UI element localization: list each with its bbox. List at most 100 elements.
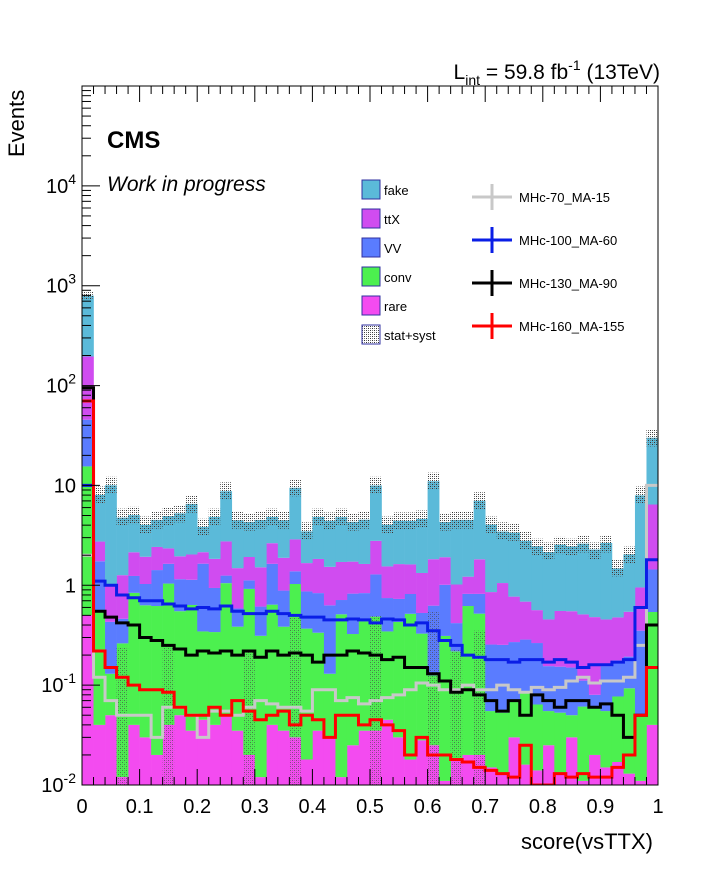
uncertainty-lowstat-7 — [162, 645, 175, 785]
bar-VV-17 — [277, 590, 290, 627]
bar-fake-47 — [623, 554, 636, 612]
bar-fake-16 — [266, 516, 279, 544]
bar-rare-6 — [151, 754, 163, 785]
bar-VV-38 — [519, 639, 532, 692]
uncertainty-bin-29 — [416, 510, 428, 528]
bar-conv-13 — [231, 626, 244, 731]
bar-rare-26 — [381, 719, 394, 785]
bar-ttX-11 — [208, 558, 221, 588]
bar-ttX-45 — [600, 619, 613, 667]
bar-conv-8 — [174, 611, 186, 716]
bar-fake-9 — [185, 503, 198, 555]
legend-label-MHc-160_MA-155: MHc-160_MA-155 — [519, 319, 625, 334]
bar-VV-18 — [289, 571, 302, 585]
bar-ttX-1 — [93, 541, 106, 562]
legend: fake ttX VV conv rare stat+syst MHc-70_MA-15 MH… — [361, 179, 625, 345]
bar-ttX-39 — [531, 610, 544, 644]
bar-conv-1 — [93, 612, 106, 725]
uncertainty-lowstat-18 — [289, 617, 301, 785]
bar-conv-17 — [277, 626, 290, 731]
x-tick-label: 0.7 — [471, 796, 499, 818]
bar-fake-45 — [600, 542, 613, 620]
bar-fake-22 — [335, 517, 348, 562]
bar-VV-23 — [346, 593, 359, 635]
uncertainty-bin-48 — [634, 486, 647, 504]
uncertainty-bin-31 — [439, 513, 451, 531]
bar-VV-16 — [266, 563, 279, 605]
x-tick-label: 0.8 — [529, 796, 557, 818]
bar-conv-42 — [565, 715, 578, 738]
bar-ttX-21 — [323, 566, 336, 606]
bar-conv-23 — [346, 634, 359, 746]
signal-line-MHc-130_MA-90 — [82, 386, 658, 739]
bar-fake-39 — [531, 546, 544, 611]
bar-conv-9 — [185, 604, 198, 731]
bar-VV-24 — [358, 593, 371, 622]
legend-swatch-conv — [361, 266, 381, 287]
bar-ttX-44 — [588, 617, 601, 695]
uncertainty-bin-35 — [485, 516, 497, 534]
bar-fake-36 — [496, 531, 509, 584]
bar-rare-22 — [335, 777, 348, 785]
bar-ttX-3 — [116, 575, 129, 619]
bar-VV-44 — [588, 694, 601, 708]
bar-conv-43 — [577, 706, 590, 781]
bar-rare-17 — [277, 730, 290, 785]
bar-fake-20 — [312, 516, 325, 559]
uncertainty-lowstat-14 — [243, 651, 255, 785]
bar-conv-39 — [531, 704, 544, 771]
bar-fake-27 — [393, 520, 405, 565]
legend-label-MHc-100_MA-60: MHc-100_MA-60 — [519, 233, 617, 248]
bar-VV-35 — [485, 644, 498, 712]
bar-conv-33 — [462, 606, 474, 755]
bar-rare-4 — [128, 724, 140, 785]
bar-VV-33 — [462, 593, 474, 607]
x-tick-label: 0.4 — [298, 796, 326, 818]
uncertainty-bin-13 — [231, 511, 244, 529]
uncertainty-bin-44 — [588, 542, 601, 560]
bar-conv-45 — [600, 711, 613, 768]
bar-rare-2 — [105, 715, 117, 785]
bar-rare-35 — [485, 767, 498, 785]
uncertainty-bin-24 — [358, 511, 370, 529]
bar-rare-41 — [554, 773, 567, 785]
bar-ttX-40 — [542, 619, 555, 667]
x-tick-label: 0.1 — [126, 796, 154, 818]
bar-fake-31 — [439, 521, 451, 558]
bar-conv-47 — [623, 688, 636, 774]
uncertainty-bin-18 — [289, 479, 301, 497]
bar-ttX-35 — [485, 592, 498, 645]
bar-conv-28 — [404, 613, 417, 760]
bar-ttX-27 — [393, 564, 405, 599]
uncertainty-bin-27 — [393, 512, 405, 530]
bar-conv-21 — [323, 673, 336, 738]
uncertainty-bin-45 — [600, 535, 612, 553]
bar-fake-2 — [105, 485, 117, 585]
x-tick-label: 0.6 — [414, 796, 442, 818]
bar-ttX-38 — [519, 601, 532, 640]
bar-rare-42 — [565, 737, 578, 785]
uncertainty-bin-41 — [554, 536, 566, 555]
bar-ttX-42 — [565, 611, 578, 668]
bar-ttX-37 — [508, 596, 521, 643]
uncertainty-bin-33 — [462, 511, 474, 529]
bar-ttX-32 — [450, 584, 463, 624]
bar-VV-22 — [335, 600, 348, 615]
uncertainty-bin-25 — [370, 476, 382, 495]
bar-conv-4 — [128, 592, 140, 725]
bar-conv-35 — [485, 711, 498, 768]
uncertainty-bin-47 — [623, 546, 635, 564]
uncertainty-bin-19 — [300, 522, 313, 540]
bar-fake-43 — [577, 543, 590, 615]
bar-conv-37 — [508, 700, 521, 738]
bar-fake-1 — [93, 494, 106, 542]
bar-fake-32 — [450, 519, 463, 585]
bar-VV-14 — [243, 580, 256, 589]
bar-rare-28 — [404, 759, 417, 785]
uncertainty-bin-12 — [220, 482, 232, 500]
bar-rare-43 — [577, 780, 590, 785]
uncertainty-bin-28 — [404, 512, 417, 530]
bar-fake-35 — [485, 524, 498, 593]
x-tick-label: 0 — [76, 796, 87, 818]
bar-conv-2 — [105, 673, 117, 716]
